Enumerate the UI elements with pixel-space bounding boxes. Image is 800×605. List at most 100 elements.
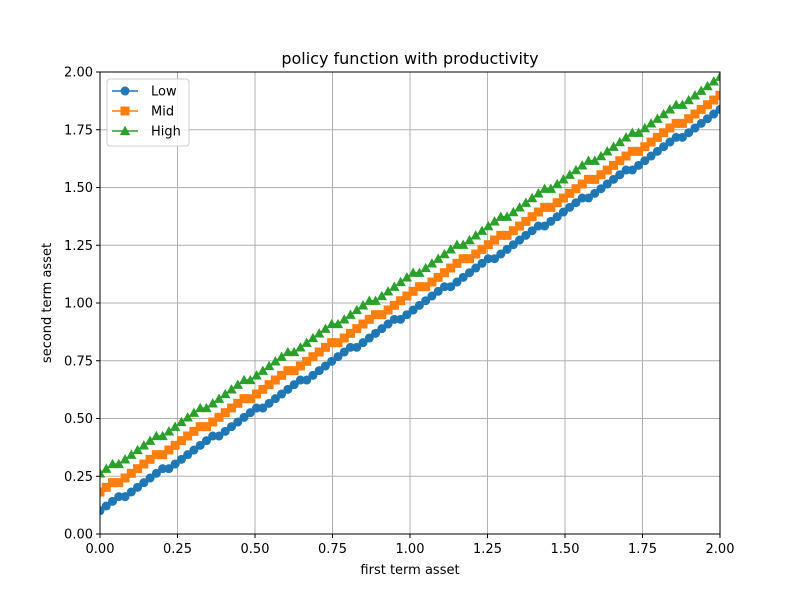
data-point [396,296,406,306]
data-point [571,184,581,194]
data-point [521,230,531,240]
data-point [132,444,143,455]
data-point [164,464,174,474]
data-point [640,156,650,166]
data-point [483,254,493,264]
data-point [565,202,575,212]
data-point [108,478,118,488]
data-point [139,478,149,488]
data-point [432,253,444,263]
data-point [471,249,481,259]
data-point [652,146,662,156]
data-point [496,230,506,240]
data-point [715,104,720,114]
data-point [608,141,619,151]
data-point [313,328,325,338]
data-point [188,407,200,417]
y-tick-label: 2.00 [64,66,93,81]
data-point [151,450,161,460]
data-point [446,263,456,273]
data-point [346,328,356,338]
data-point [195,422,205,432]
data-point [283,366,293,376]
data-point [163,426,175,436]
data-point [439,248,450,259]
data-point [364,333,374,343]
x-tick-label: 0.75 [318,542,347,557]
data-point [389,300,399,310]
data-point [659,128,669,138]
x-tick-label: 0.25 [163,542,192,557]
data-point [270,375,280,385]
data-point [627,165,637,175]
data-point [126,468,136,478]
data-point [157,430,168,441]
data-point [101,482,111,492]
data-point [114,492,124,502]
data-point [207,398,218,408]
data-point [263,360,275,371]
data-point [684,114,694,124]
data-point [590,174,600,184]
data-point [402,291,412,301]
legend-item: Mid [112,105,174,120]
legend-item: Low [112,85,177,100]
data-point [395,276,406,287]
data-point [464,234,475,245]
data-point [634,146,644,156]
data-point [659,142,669,152]
data-point [232,379,243,389]
data-point [458,254,468,264]
data-point [477,244,487,254]
data-point [258,403,268,413]
data-point [220,408,230,418]
data-point [620,132,632,142]
data-point [508,206,519,217]
data-point [170,440,180,450]
data-point [477,258,487,268]
data-point [652,113,663,123]
data-point [464,268,474,278]
data-point [145,454,155,464]
data-point [408,305,418,315]
y-tick-label: 1.50 [64,181,93,196]
data-point [383,319,393,329]
data-point [515,221,525,231]
data-point [476,225,488,235]
data-point [683,94,694,105]
data-point [439,282,449,292]
data-point [508,226,518,236]
data-point [464,254,474,264]
legend-label: Mid [151,105,174,120]
x-tick-label: 1.50 [551,542,580,557]
data-point [602,179,612,189]
data-point [227,403,237,413]
data-point [364,314,374,324]
data-point [108,496,118,506]
data-point [333,338,343,348]
data-point [414,282,424,292]
data-point [308,352,318,362]
data-point [540,221,550,231]
data-point [627,146,637,156]
y-tick-label: 0.50 [64,412,93,427]
data-point [571,198,581,208]
legend: Low Mid High [106,78,190,147]
data-point [501,211,513,221]
data-point [646,151,656,161]
data-point [119,454,131,464]
data-point [439,268,449,278]
y-tick-label: 0.75 [64,354,93,369]
data-point [252,403,262,413]
data-point [346,342,356,352]
data-point [621,165,631,175]
chart-title: policy function with productivity [281,49,538,68]
data-point [158,450,168,460]
data-point [295,375,305,385]
data-point [583,193,593,203]
data-point [570,164,582,175]
data-point [377,310,387,320]
data-point [526,192,538,203]
data-point [182,412,193,422]
